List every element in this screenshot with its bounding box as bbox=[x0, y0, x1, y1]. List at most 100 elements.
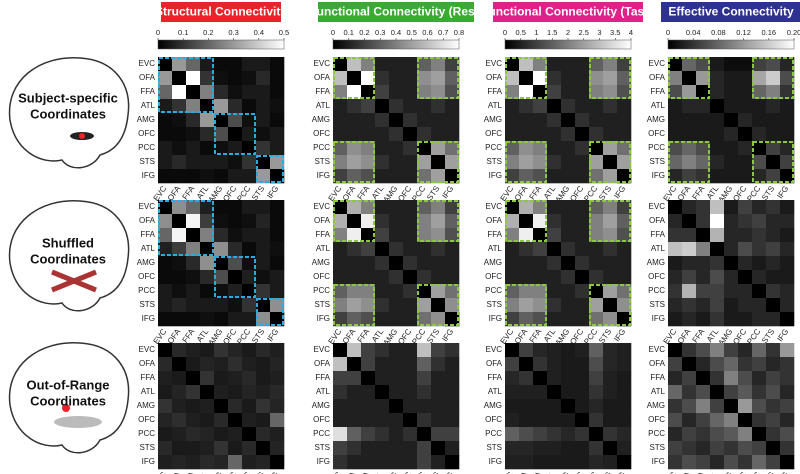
x-tick-label: FFA bbox=[181, 184, 197, 202]
cell bbox=[375, 385, 390, 400]
row-label: Out-of-Range bbox=[26, 377, 109, 392]
cell bbox=[270, 256, 285, 271]
cell bbox=[710, 441, 725, 456]
cell bbox=[766, 357, 781, 372]
cell bbox=[333, 214, 348, 229]
cell bbox=[505, 298, 520, 313]
cell bbox=[533, 312, 548, 327]
cell bbox=[417, 57, 432, 72]
cell bbox=[766, 242, 781, 257]
cell bbox=[505, 371, 520, 386]
cell bbox=[333, 371, 348, 386]
cell bbox=[519, 214, 534, 229]
x-tick-label: OFA bbox=[341, 184, 358, 203]
y-tick-label: OFA bbox=[486, 359, 503, 368]
y-tick-label: AMG bbox=[647, 115, 665, 124]
cell bbox=[445, 413, 460, 428]
cell bbox=[780, 155, 795, 170]
x-tick-label: STS bbox=[250, 327, 266, 345]
cell bbox=[696, 200, 711, 215]
title-box bbox=[161, 2, 281, 22]
cell bbox=[389, 270, 404, 285]
y-tick-label: FFA bbox=[487, 373, 502, 382]
cell bbox=[561, 385, 576, 400]
cell bbox=[752, 71, 767, 86]
cell bbox=[617, 270, 632, 285]
cell bbox=[228, 228, 243, 243]
cell bbox=[186, 385, 201, 400]
y-tick-label: FFA bbox=[650, 373, 665, 382]
cell bbox=[505, 441, 520, 456]
cell bbox=[766, 256, 781, 271]
cell bbox=[403, 228, 418, 243]
x-tick-label: IFG bbox=[612, 327, 627, 343]
y-tick-label: IFG bbox=[317, 314, 330, 323]
cell bbox=[158, 343, 173, 358]
cell bbox=[375, 298, 390, 313]
cell bbox=[505, 413, 520, 428]
cell bbox=[375, 427, 390, 442]
cell bbox=[186, 85, 201, 100]
cell bbox=[738, 284, 753, 299]
cell bbox=[589, 127, 604, 142]
cell bbox=[403, 270, 418, 285]
x-tick-label: FFA bbox=[528, 470, 544, 474]
cell bbox=[389, 71, 404, 86]
heatmap bbox=[668, 57, 795, 184]
y-tick-label: FFA bbox=[140, 87, 155, 96]
cell bbox=[270, 357, 285, 372]
cell bbox=[417, 228, 432, 243]
colorbar-tick-label: 0.08 bbox=[711, 28, 726, 37]
cell bbox=[361, 312, 376, 327]
cell bbox=[417, 71, 432, 86]
cell bbox=[256, 455, 271, 470]
cell bbox=[752, 357, 767, 372]
cell bbox=[445, 141, 460, 156]
cell bbox=[547, 141, 562, 156]
y-tick-label: OFA bbox=[139, 216, 156, 225]
cell bbox=[361, 357, 376, 372]
x-tick-label: AMG bbox=[382, 470, 400, 474]
cell bbox=[505, 127, 520, 142]
cell bbox=[603, 371, 618, 386]
cell bbox=[710, 371, 725, 386]
cell bbox=[724, 357, 739, 372]
cell bbox=[270, 413, 285, 428]
cell bbox=[710, 200, 725, 215]
cell bbox=[617, 371, 632, 386]
cell bbox=[603, 200, 618, 215]
cell bbox=[575, 298, 590, 313]
cell bbox=[375, 228, 390, 243]
cell bbox=[200, 284, 215, 299]
cell bbox=[696, 113, 711, 128]
cell bbox=[445, 242, 460, 257]
cell bbox=[710, 57, 725, 72]
cell bbox=[547, 57, 562, 72]
cell bbox=[682, 413, 697, 428]
cell bbox=[724, 242, 739, 257]
colorbar-tick-label: 0.3 bbox=[228, 28, 238, 37]
cell bbox=[589, 242, 604, 257]
cell bbox=[389, 385, 404, 400]
cell bbox=[617, 141, 632, 156]
cell bbox=[403, 312, 418, 327]
y-tick-label: OFC bbox=[485, 129, 502, 138]
cell bbox=[347, 169, 362, 184]
cell bbox=[780, 127, 795, 142]
cell bbox=[519, 113, 534, 128]
cell bbox=[766, 413, 781, 428]
cell bbox=[431, 357, 446, 372]
cell bbox=[603, 298, 618, 313]
cell bbox=[561, 441, 576, 456]
cell bbox=[710, 71, 725, 86]
cell bbox=[158, 127, 173, 142]
y-tick-label: AMG bbox=[647, 401, 665, 410]
cell bbox=[445, 228, 460, 243]
y-tick-label: AMG bbox=[137, 115, 155, 124]
cell bbox=[668, 455, 683, 470]
cell bbox=[417, 371, 432, 386]
cell bbox=[603, 357, 618, 372]
cell bbox=[561, 270, 576, 285]
cell bbox=[589, 413, 604, 428]
cell bbox=[186, 127, 201, 142]
